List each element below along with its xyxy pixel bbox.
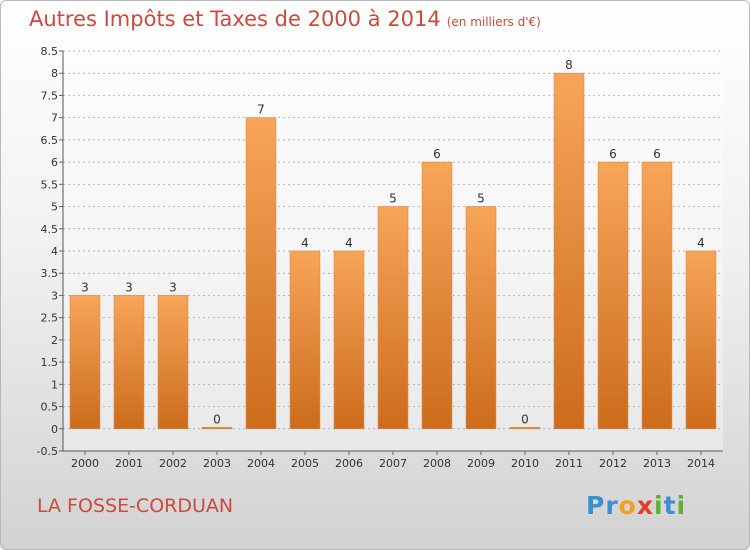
bar-value-label: 3 <box>169 280 177 294</box>
bar-value-label: 0 <box>213 412 221 426</box>
bar-value-label: 6 <box>653 147 661 161</box>
chart-title-unit: (en milliers d'€) <box>446 15 541 29</box>
logo-letter: t <box>663 491 677 520</box>
bar-value-label: 3 <box>81 280 89 294</box>
y-tick-label: 3.5 <box>41 267 59 280</box>
x-tick-label: 2012 <box>599 457 627 470</box>
chart-title: Autres Impôts et Taxes de 2000 à 2014 (en… <box>29 7 541 31</box>
bar-value-label: 7 <box>257 103 265 117</box>
commune-name: LA FOSSE-CORDUAN <box>37 495 234 517</box>
bar <box>157 295 189 430</box>
bar-value-label: 5 <box>389 192 397 206</box>
bar-value-label: 0 <box>521 412 529 426</box>
y-tick-label: 1 <box>51 378 58 391</box>
y-tick-label: 1.5 <box>41 356 59 369</box>
x-tick-label: 2004 <box>247 457 275 470</box>
proxiti-logo: Proxiti <box>586 491 686 520</box>
y-tick-label: 0.5 <box>41 401 59 414</box>
y-tick-label: 5 <box>51 201 58 214</box>
bar <box>421 161 453 430</box>
bar-value-label: 4 <box>697 236 705 250</box>
logo-letter: r <box>605 491 619 520</box>
bar <box>69 295 101 430</box>
x-tick-label: 2008 <box>423 457 451 470</box>
x-tick-label: 2009 <box>467 457 495 470</box>
bar <box>465 206 497 430</box>
x-tick-label: 2002 <box>159 457 187 470</box>
y-tick-label: 6.5 <box>41 134 59 147</box>
bar <box>377 206 409 430</box>
bar-value-label: 6 <box>609 147 617 161</box>
x-tick-label: 2014 <box>687 457 715 470</box>
y-tick-label: -0.5 <box>37 445 58 458</box>
bar <box>333 250 365 430</box>
bar-value-label: 4 <box>301 236 309 250</box>
x-tick-label: 2013 <box>643 457 671 470</box>
y-tick-label: 4 <box>51 245 58 258</box>
bar <box>289 250 321 430</box>
bar <box>245 117 277 430</box>
bar <box>553 72 585 430</box>
bar-value-label: 5 <box>477 192 485 206</box>
y-tick-label: 3 <box>51 289 58 302</box>
y-tick-label: 7 <box>51 112 58 125</box>
y-tick-label: 0 <box>51 423 58 436</box>
bar-value-label: 4 <box>345 236 353 250</box>
logo-letter: P <box>586 491 606 520</box>
bar <box>597 161 629 430</box>
y-tick-label: 2.5 <box>41 312 59 325</box>
logo-letter: x <box>636 491 654 520</box>
bar <box>509 426 541 430</box>
y-tick-label: 8 <box>51 67 58 80</box>
bar-value-label: 6 <box>433 147 441 161</box>
x-tick-label: 2003 <box>203 457 231 470</box>
logo-letter: i <box>676 491 687 520</box>
logo-letter: i <box>654 491 664 520</box>
x-tick-label: 2011 <box>555 457 583 470</box>
bar-value-label: 8 <box>565 58 573 72</box>
x-tick-label: 2001 <box>115 457 143 470</box>
y-tick-label: 8.5 <box>41 45 59 58</box>
y-tick-label: 2 <box>51 334 58 347</box>
logo-letter: o <box>618 491 637 520</box>
bar <box>113 295 145 430</box>
y-tick-label: 4.5 <box>41 223 59 236</box>
bar-value-label: 3 <box>125 280 133 294</box>
x-tick-label: 2000 <box>71 457 99 470</box>
y-tick-label: 6 <box>51 156 58 169</box>
y-tick-label: 7.5 <box>41 89 59 102</box>
bar <box>685 250 717 430</box>
x-tick-label: 2005 <box>291 457 319 470</box>
bar <box>201 426 233 430</box>
x-tick-label: 2006 <box>335 457 363 470</box>
y-tick-label: 5.5 <box>41 178 59 191</box>
x-tick-label: 2010 <box>511 457 539 470</box>
chart-title-main: Autres Impôts et Taxes de 2000 à 2014 <box>29 7 441 31</box>
bar <box>641 161 673 430</box>
x-tick-label: 2007 <box>379 457 407 470</box>
